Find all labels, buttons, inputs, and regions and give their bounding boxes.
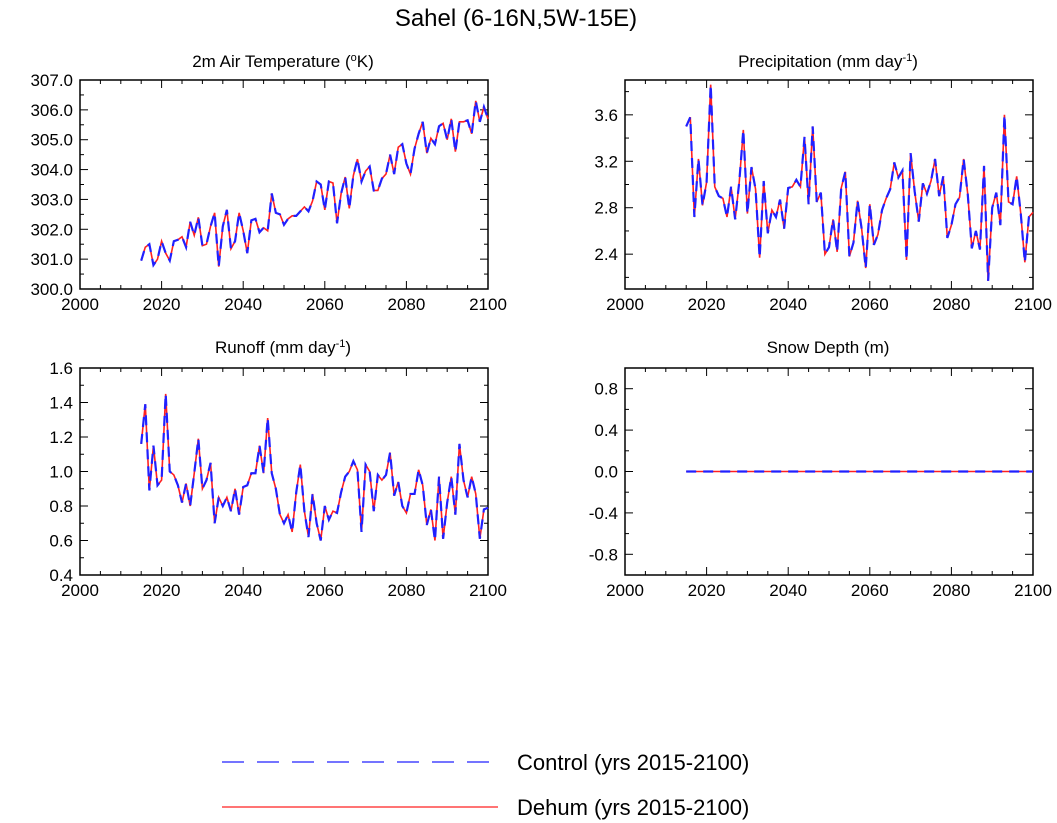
x-tick-label: 2000 [606,581,644,600]
x-tick-label: 2060 [306,581,344,600]
y-tick-label: 306.0 [30,101,73,120]
legend-label-dehum: Dehum (yrs 2015-2100) [517,795,749,820]
series-line-control [140,100,490,268]
legend: Control (yrs 2015-2100) Dehum (yrs 2015-… [222,750,749,820]
y-tick-label: 1.0 [49,463,73,482]
x-tick-label: 2100 [1014,295,1052,314]
y-tick-label: 1.4 [49,394,73,413]
y-tick-label: 0.4 [49,566,73,585]
y-tick-label: 3.2 [594,152,618,171]
y-tick-label: 1.2 [49,428,73,447]
x-tick-label: 2020 [143,295,181,314]
y-tick-label: 2.8 [594,199,618,218]
series-line-control [685,84,1034,281]
y-tick-label: 2.4 [594,245,618,264]
y-tick-label: 1.6 [49,359,73,378]
legend-label-control: Control (yrs 2015-2100) [517,750,749,775]
x-tick-label: 2060 [851,581,889,600]
x-tick-label: 2000 [606,295,644,314]
x-tick-label: 2040 [224,295,262,314]
y-tick-label: 0.6 [49,532,73,551]
plot-frame [79,367,489,576]
y-tick-label: 302.0 [30,220,73,239]
y-tick-label: 301.0 [30,250,73,269]
x-tick-label: 2080 [387,295,425,314]
panel-title-precipitation: Precipitation (mm day-1) [738,52,918,71]
x-tick-label: 2100 [469,581,507,600]
panel-snow-depth: 2000 2020 2040 2060 2080 2100 -0.8 -0.4 0.0 0.4 0.… [589,367,1052,600]
series-line-control [140,393,489,541]
x-tick-label: 2000 [61,295,99,314]
x-tick-label: 2040 [224,581,262,600]
panel-title-temperature: 2m Air Temperature (oK) [192,52,374,71]
y-tick-label: 304.0 [30,161,73,180]
y-tick-label: 305.0 [30,131,73,150]
x-tick-label: 2080 [932,295,970,314]
x-tick-label: 2100 [1014,581,1052,600]
y-tick-label: 303.0 [30,190,73,209]
x-tick-label: 2100 [469,295,507,314]
y-tick-label: 300.0 [30,280,73,299]
panels: 2000 2020 2040 2060 2080 2100 300.0 301.0 302.0 3… [30,71,1051,600]
panel-runoff: 2000 2020 2040 2060 2080 2100 0.4 0.6 0.8 1.0 1.2 1… [49,359,507,600]
x-tick-label: 2060 [851,295,889,314]
panel-temperature: 2000 2020 2040 2060 2080 2100 300.0 301.0 302.0 3… [30,71,506,314]
x-tick-label: 2080 [932,581,970,600]
y-tick-label: 0.0 [594,463,618,482]
panel-title-runoff: Runoff (mm day-1) [215,338,351,357]
x-tick-label: 2080 [387,581,425,600]
y-tick-label: -0.4 [589,504,618,523]
y-tick-label: 307.0 [30,71,73,90]
x-tick-label: 2060 [306,295,344,314]
y-tick-label: 0.8 [594,380,618,399]
plot-frame [624,79,1034,290]
panel-title-snow-depth: Snow Depth (m) [767,338,890,357]
figure-title: Sahel (6-16N,5W-15E) [395,5,637,32]
x-tick-label: 2020 [143,581,181,600]
panel-precipitation: 2000 2020 2040 2060 2080 2100 2.4 2.8 3.2 3.6 [594,79,1052,314]
y-tick-label: 3.6 [594,106,618,125]
x-tick-label: 2000 [61,581,99,600]
y-tick-label: 0.8 [49,497,73,516]
y-tick-label: 0.4 [594,421,618,440]
x-tick-label: 2020 [688,581,726,600]
x-tick-label: 2040 [769,295,807,314]
y-tick-label: -0.8 [589,545,618,564]
x-tick-label: 2020 [688,295,726,314]
series-line-dehum [685,84,1034,281]
x-tick-label: 2040 [769,581,807,600]
series-line-dehum [140,100,489,268]
